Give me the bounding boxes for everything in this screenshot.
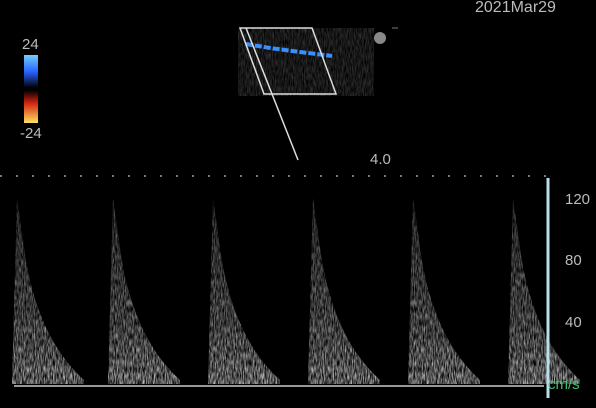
velocity-tick: 40 (565, 314, 582, 331)
color-max: 24 (22, 36, 39, 53)
depth: 4.0 (370, 151, 391, 168)
color-min: -24 (20, 125, 42, 142)
velocity-tick: 120 (565, 191, 590, 208)
ultrasound-screen: 2021Mar29 24 -24 4.0 120 80 40 cm/s (0, 0, 596, 408)
date: 2021Mar29 (475, 0, 556, 16)
velocity-tick: 80 (565, 252, 582, 269)
color-bar (24, 55, 38, 123)
velocity-unit: cm/s (548, 376, 580, 393)
